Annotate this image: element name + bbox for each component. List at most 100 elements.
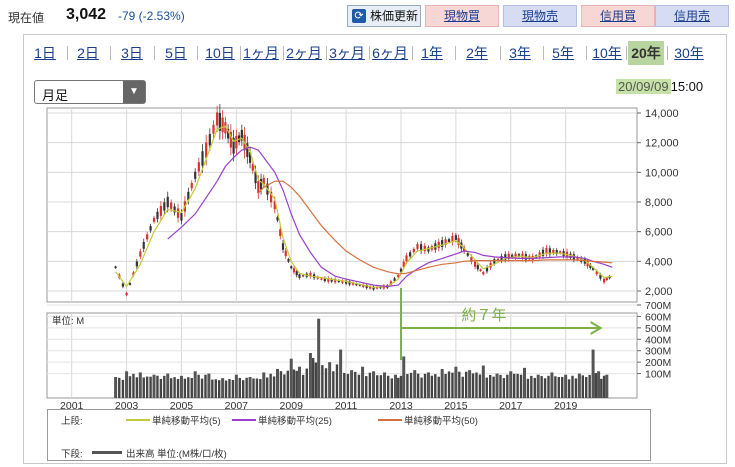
price-change: -79 (-2.53%) <box>118 9 185 23</box>
price-candle <box>454 235 457 240</box>
price-candle <box>135 261 138 267</box>
tab-10y[interactable]: 10年 <box>592 45 622 61</box>
volume-tick-label: 500M <box>645 323 671 335</box>
legend-ma5-label: 単純移動平均(5) <box>152 416 221 427</box>
price-candle <box>229 131 232 148</box>
tab-10d[interactable]: 10日 <box>205 45 235 61</box>
price-candle <box>595 271 598 275</box>
price-candle <box>201 151 204 166</box>
volume-bar <box>301 374 305 398</box>
ma25-line <box>167 146 613 288</box>
price-candle <box>504 254 507 260</box>
tab-2y[interactable]: 2年 <box>466 45 488 61</box>
price-candle <box>205 142 208 158</box>
candle-interval-select[interactable]: 月足 ▼ <box>34 80 146 104</box>
volume-bar <box>311 358 315 398</box>
price-candle <box>517 254 521 257</box>
tab-separator <box>369 46 370 60</box>
cash-buy-button[interactable]: 現物買 <box>425 5 499 27</box>
volume-bar <box>289 358 293 398</box>
chart-legend: 上段: 単純移動平均(5) 単純移動平均(25) 単純移動平均(50) 下段: … <box>47 409 651 461</box>
tab-30y[interactable]: 30年 <box>674 45 704 61</box>
price-candle <box>412 248 415 253</box>
volume-bar <box>259 379 262 398</box>
dropdown-arrow-icon[interactable]: ▼ <box>123 81 145 103</box>
volume-bar <box>138 372 142 398</box>
price-tick-label: 2,000 <box>645 286 673 298</box>
price-candle <box>173 206 176 213</box>
volume-bar <box>121 379 125 398</box>
tab-5d[interactable]: 5日 <box>165 45 187 61</box>
price-candle <box>323 277 326 282</box>
legend-ma25-swatch <box>232 419 256 421</box>
cash-sell-button[interactable]: 現物売 <box>503 5 577 27</box>
price-candle <box>281 243 285 250</box>
price-candle <box>149 226 152 231</box>
volume-bar <box>321 365 324 398</box>
volume-bar <box>135 377 139 398</box>
volume-bar <box>132 373 135 398</box>
volume-bar <box>440 369 444 398</box>
period-tabs: 1日 2日 3日 5日 10日 1ヶ月 2ヶ月 3ヶ月 6ヶ月 1年 2年 3年… <box>24 41 726 65</box>
price-candle <box>132 272 135 276</box>
margin-buy-button[interactable]: 信用買 <box>581 5 655 27</box>
tab-1d[interactable]: 1日 <box>34 45 56 61</box>
margin-sell-button[interactable]: 信用売 <box>655 5 729 27</box>
volume-bar <box>499 374 502 398</box>
tab-1m[interactable]: 1ヶ月 <box>243 45 279 61</box>
price-candle <box>128 283 132 285</box>
refresh-price-button[interactable]: ⟳ 株価更新 <box>347 5 421 27</box>
price-candle <box>302 274 305 277</box>
volume-bar <box>567 379 571 398</box>
price-candle <box>399 268 403 272</box>
price-candle <box>541 249 545 256</box>
refresh-price-label: 株価更新 <box>370 9 419 23</box>
volume-bar <box>114 377 118 398</box>
volume-bar <box>335 364 339 398</box>
volume-bar <box>204 374 207 398</box>
volume-bar <box>179 375 183 398</box>
volume-bar <box>292 369 296 398</box>
tab-2m[interactable]: 2ヶ月 <box>286 45 322 61</box>
volume-bar <box>350 370 354 398</box>
price-candle <box>166 196 169 208</box>
price-tick-label: 4,000 <box>645 256 673 268</box>
price-candle <box>602 278 606 283</box>
volume-bar <box>207 373 211 398</box>
price-candle <box>470 256 473 262</box>
price-candle <box>538 252 541 257</box>
volume-bar <box>561 376 564 398</box>
tab-6m[interactable]: 6ヶ月 <box>372 45 408 61</box>
volume-bar <box>406 374 409 398</box>
tab-2d[interactable]: 2日 <box>77 45 99 61</box>
price-candle <box>251 164 254 171</box>
price-candle <box>437 241 440 249</box>
price-candle <box>355 283 358 286</box>
volume-bar <box>286 370 290 398</box>
volume-bar <box>266 377 269 398</box>
price-candle <box>121 283 125 287</box>
volume-bar <box>365 376 368 398</box>
price-candle <box>397 275 400 278</box>
volume-bar <box>142 377 145 398</box>
ma5-line <box>115 125 613 288</box>
price-candle <box>227 128 230 139</box>
tab-1y[interactable]: 1年 <box>421 45 443 61</box>
price-candle <box>279 229 282 237</box>
tab-separator <box>240 46 241 60</box>
tab-5y[interactable]: 5年 <box>552 45 574 61</box>
volume-bar <box>276 369 280 398</box>
price-candle <box>507 253 510 260</box>
tab-3m[interactable]: 3ヶ月 <box>329 45 365 61</box>
tab-20y[interactable]: 20年 <box>628 41 664 65</box>
volume-tick-label: 100M <box>645 369 671 381</box>
price-candle <box>514 253 517 258</box>
price-candle <box>334 278 337 283</box>
price-candle <box>409 252 412 257</box>
tab-3y[interactable]: 3年 <box>509 45 531 61</box>
volume-bar <box>399 375 403 398</box>
volume-bar <box>591 349 595 398</box>
volume-bar <box>128 376 132 398</box>
tab-3d[interactable]: 3日 <box>121 45 143 61</box>
